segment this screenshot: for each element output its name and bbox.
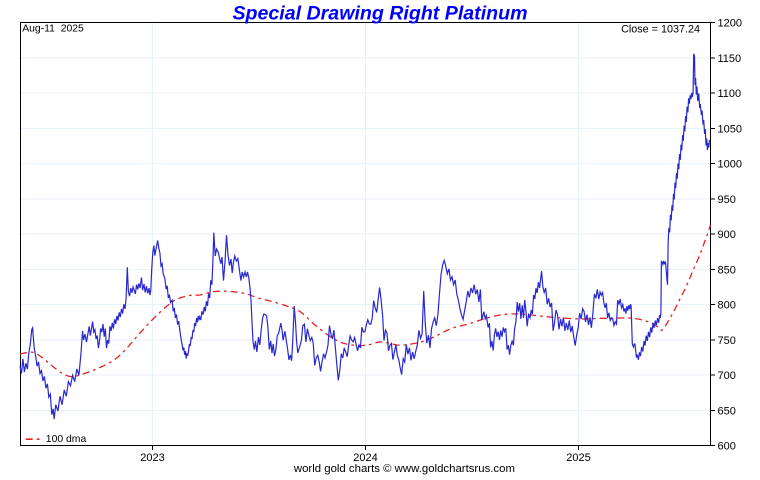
svg-text:1050: 1050 (718, 123, 742, 135)
svg-text:750: 750 (718, 335, 736, 347)
svg-text:2025: 2025 (566, 452, 590, 464)
svg-text:1200: 1200 (718, 18, 742, 30)
svg-text:1000: 1000 (718, 159, 742, 171)
svg-text:Close = 1037.24: Close = 1037.24 (621, 24, 700, 36)
svg-text:Special Drawing Right Platinum: Special Drawing Right Platinum (232, 3, 527, 25)
svg-text:1150: 1150 (718, 53, 742, 65)
svg-text:2024: 2024 (353, 452, 377, 464)
svg-text:1100: 1100 (718, 88, 742, 100)
svg-text:Aug-11 2025: Aug-11 2025 (22, 23, 84, 34)
svg-text:850: 850 (718, 264, 736, 276)
svg-text:100 dma: 100 dma (46, 434, 87, 445)
svg-text:950: 950 (718, 194, 736, 206)
svg-text:650: 650 (718, 405, 736, 417)
svg-text:700: 700 (718, 370, 736, 382)
svg-text:world gold charts © www.goldch: world gold charts © www.goldchartsrus.co… (293, 463, 515, 475)
svg-text:800: 800 (718, 300, 736, 312)
svg-text:600: 600 (718, 441, 736, 453)
svg-text:900: 900 (718, 229, 736, 241)
svg-text:2023: 2023 (140, 452, 164, 464)
